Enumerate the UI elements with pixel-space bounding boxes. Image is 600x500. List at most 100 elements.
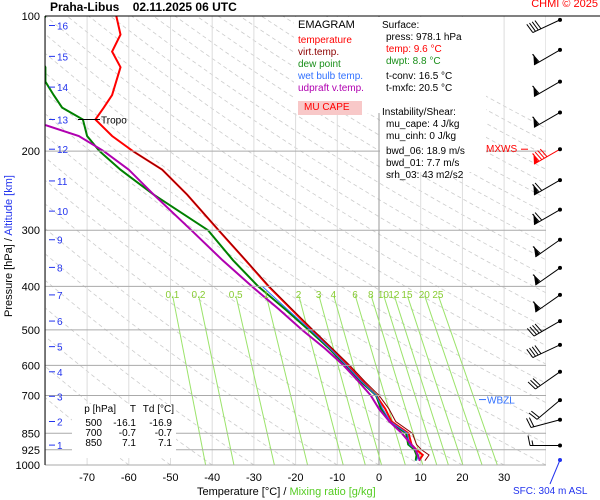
wind-barb <box>532 147 562 165</box>
wind-barb-dot <box>558 292 562 297</box>
chart-title: Praha-Libus 02.11.2025 06 UTC <box>50 0 237 14</box>
x-tick-label: -50 <box>163 472 179 484</box>
mu-cinh: mu_cinh: 0 J/kg <box>386 131 457 142</box>
wind-barb <box>532 292 562 313</box>
wind-barb-full <box>526 328 535 337</box>
wind-barb-dot <box>558 417 562 422</box>
table-cell: -0.7 <box>154 428 172 439</box>
wind-barb-full <box>532 116 540 125</box>
mixing-ratio-line <box>383 295 438 465</box>
altitude-label: 16 <box>57 22 69 33</box>
surface-title: Surface: <box>382 20 420 31</box>
altitude-label: 3 <box>57 392 63 403</box>
mixing-ratio-line <box>235 295 275 465</box>
x-tick-label: 0 <box>376 472 382 484</box>
wind-barb-full <box>532 301 541 310</box>
station-name: Praha-Libus <box>50 0 120 14</box>
altitude-label: 13 <box>57 115 69 126</box>
dry-adiabat <box>217 16 546 214</box>
altitude-label: 8 <box>57 263 63 274</box>
wind-barb-full <box>534 182 543 191</box>
wind-barb <box>532 110 562 128</box>
x-axis-label-sep: / <box>283 486 287 498</box>
wind-barb-full <box>527 381 536 390</box>
wind-barb-full <box>532 85 540 94</box>
wind-barb-shaft <box>535 371 561 390</box>
wind-barb <box>532 265 562 286</box>
wind-barb <box>532 207 562 226</box>
y-tick-label: 100 <box>22 11 40 23</box>
wind-barb-shaft <box>532 344 561 358</box>
x-tick-label: -30 <box>246 472 262 484</box>
dry-adiabat <box>45 227 380 465</box>
legend-dew-point: dew point <box>298 59 341 70</box>
wind-barb-full <box>526 418 532 428</box>
altitude-label: 12 <box>57 145 69 156</box>
altitude-label: 10 <box>57 207 69 218</box>
x-tick-label: -40 <box>204 472 220 484</box>
wind-barb-dot <box>558 265 562 270</box>
mixing-ratio-label: 25 <box>432 290 444 301</box>
wind-barb-dot <box>558 110 562 115</box>
altitude-label: 9 <box>57 236 63 247</box>
instability-title: Instability/Shear: <box>382 107 456 118</box>
x-tick-label: -70 <box>79 472 95 484</box>
altitude-label: 1 <box>57 441 63 452</box>
legend-virt-temp: virt.temp. <box>298 47 340 58</box>
mixing-ratio-label: 2 <box>296 290 302 301</box>
wind-barb-full <box>531 21 539 31</box>
dry-adiabat <box>45 113 546 445</box>
wind-barb-full <box>526 24 534 33</box>
table-header: T <box>129 404 136 415</box>
wind-barb <box>532 47 562 66</box>
mixing-ratio-label: 20 <box>419 290 431 301</box>
x-tick-label: -10 <box>329 472 345 484</box>
mixing-ratio-line <box>318 295 366 465</box>
wind-barb-full <box>532 378 541 386</box>
surface-dwpt: dwpt: 8.8 °C <box>386 56 441 67</box>
wind-barb-dot <box>558 237 562 242</box>
wind-barb-shaft <box>535 239 561 258</box>
wind-barb <box>532 237 562 258</box>
x-tick-label: 30 <box>498 472 510 484</box>
surface-temp: temp: 9.6 °C <box>386 44 442 55</box>
altitude-label: 14 <box>57 83 69 94</box>
legend: EMAGRAM temperature virt.temp. dew point… <box>294 17 382 115</box>
table-cell: 7.1 <box>122 438 136 449</box>
y-tick-label: 925 <box>22 445 40 457</box>
wind-barb-full <box>531 346 539 356</box>
wind-barb-full <box>527 435 531 446</box>
mixing-ratio-line <box>437 295 498 465</box>
wind-barb-full <box>539 148 548 158</box>
bwd-06: bwd_06: 18.9 m/s <box>386 146 465 157</box>
series-dew-point <box>45 16 418 461</box>
x-tick-label: -20 <box>288 472 304 484</box>
wind-barb-half <box>531 440 534 446</box>
t-mxfc: t-mxfc: 20.5 °C <box>386 83 453 94</box>
altitude-label: 4 <box>57 368 63 379</box>
y-axis-label-sep: / <box>3 238 15 242</box>
y-tick-label: 300 <box>22 225 40 237</box>
wind-barb-full <box>537 150 545 159</box>
table-cell: 850 <box>85 438 102 449</box>
legend-temperature: temperature <box>298 35 352 46</box>
mixing-ratio-label: 3 <box>316 290 322 301</box>
y-tick-label: 1000 <box>16 460 40 472</box>
mixing-ratio-line <box>424 295 483 465</box>
mixing-ratio-label: 0.5 <box>229 290 243 301</box>
mixing-ratio-line <box>370 295 424 465</box>
table-cell: 7.1 <box>158 438 172 449</box>
altitude-label: 7 <box>57 291 63 302</box>
y-tick-label: 200 <box>22 146 40 158</box>
y-tick-label: 700 <box>22 390 40 402</box>
wind-barb <box>527 369 562 390</box>
wind-barb-shaft <box>530 419 561 429</box>
wind-barb <box>527 435 562 448</box>
dry-adiabat <box>45 279 296 465</box>
wind-barb-dot <box>558 319 562 324</box>
table-row: 700 -0.7 -0.7 <box>72 429 176 439</box>
wind-barb-dot <box>558 47 562 52</box>
altitude-label: 5 <box>57 343 63 354</box>
table-header: p [hPa] <box>84 404 116 415</box>
table-cell: -0.7 <box>118 428 136 439</box>
